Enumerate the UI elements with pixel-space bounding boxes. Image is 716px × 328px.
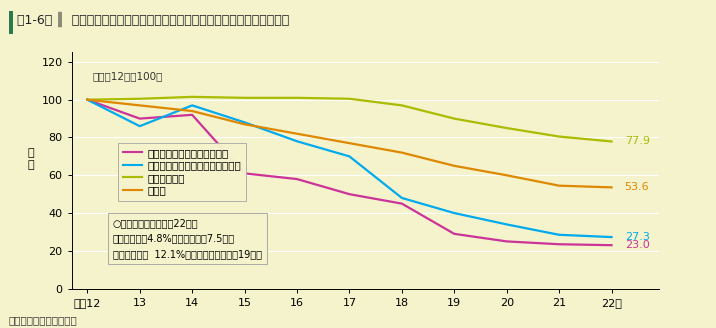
Text: 第1-6図 ║  飲酒運転・最高速度違反による交通事故件数及び死者数等の推移: 第1-6図 ║ 飲酒運転・最高速度違反による交通事故件数及び死者数等の推移	[17, 11, 289, 27]
Text: 指
数: 指 数	[27, 148, 34, 170]
Text: 注　警察庁資料による。: 注 警察庁資料による。	[9, 315, 77, 325]
Legend: 飲酒運転による交通事故件数, 最高速度違反による交通事故件数, 交通事故件数, 死者数: 飲酒運転による交通事故件数, 最高速度違反による交通事故件数, 交通事故件数, …	[118, 143, 246, 201]
Text: （平成12年＝100）: （平成12年＝100）	[92, 71, 163, 81]
Text: 53.6: 53.6	[624, 182, 649, 193]
Text: 77.9: 77.9	[624, 136, 649, 147]
Text: 23.0: 23.0	[624, 240, 649, 250]
Text: 27.3: 27.3	[624, 232, 649, 242]
Text: ○死亡事故率の違い（22年）
飲酒運転　　4.8%（飲酒なしの7.5倍）
最高速度違反  12.1%（法令違反別平均の19倍）: ○死亡事故率の違い（22年） 飲酒運転 4.8%（飲酒なしの7.5倍） 最高速度…	[112, 218, 262, 259]
